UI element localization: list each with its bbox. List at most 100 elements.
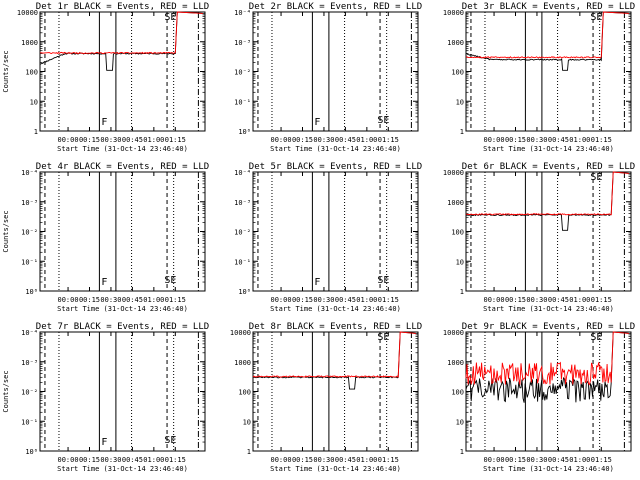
x-axis-label: Start Time (31-Oct-14 23:46:40) bbox=[57, 145, 188, 153]
x-tick-label: 00:00 bbox=[484, 136, 505, 144]
x-tick-label: 00:45 bbox=[548, 136, 569, 144]
y-tick-label: 1 bbox=[460, 448, 464, 456]
marker-label: F bbox=[314, 277, 320, 288]
x-tick-label: 01:15 bbox=[591, 136, 612, 144]
x-tick-label: 00:45 bbox=[335, 296, 356, 304]
marker-label: SE bbox=[164, 435, 176, 446]
y-tick-label: 10000 bbox=[443, 329, 464, 337]
x-axis-label: Start Time (31-Oct-14 23:46:40) bbox=[270, 145, 401, 153]
lld-series-line bbox=[465, 11, 630, 59]
panel-title: Det 4r BLACK = Events, RED = LLD bbox=[36, 162, 209, 172]
x-tick-label: 01:00 bbox=[569, 456, 590, 464]
y-tick-label: 100 bbox=[25, 69, 38, 77]
x-tick-label: 00:45 bbox=[122, 136, 143, 144]
marker-label: F bbox=[314, 117, 320, 128]
x-tick-label: 01:15 bbox=[591, 296, 612, 304]
x-tick-label: 01:00 bbox=[143, 456, 164, 464]
x-tick-label: 00:15 bbox=[292, 456, 313, 464]
x-tick-label: 00:30 bbox=[526, 136, 547, 144]
y-tick-label: 10⁻³ bbox=[234, 199, 251, 207]
y-tick-label: 10⁻⁴ bbox=[21, 329, 38, 337]
y-tick-label: 10⁰ bbox=[25, 288, 38, 296]
x-tick-label: 00:15 bbox=[79, 136, 100, 144]
y-tick-label: 10000 bbox=[230, 329, 251, 337]
x-tick-label: 00:45 bbox=[548, 296, 569, 304]
y-tick-label: 1000 bbox=[447, 199, 464, 207]
y-tick-label: 100 bbox=[238, 389, 251, 397]
x-tick-label: 00:30 bbox=[100, 296, 121, 304]
lld-series-line bbox=[465, 331, 630, 386]
lld-series-line bbox=[465, 171, 630, 216]
x-axis-label: Start Time (31-Oct-14 23:46:40) bbox=[270, 465, 401, 473]
y-tick-label: 10⁰ bbox=[25, 448, 38, 456]
panel-det-5: Det 5r BLACK = Events, RED = LLD 10⁰ 10⁻¹ 1… bbox=[234, 162, 422, 313]
y-tick-label: 1 bbox=[460, 128, 464, 136]
y-tick-label: 10 bbox=[243, 418, 251, 426]
y-tick-label: 1000 bbox=[447, 359, 464, 367]
y-tick-label: 10⁻³ bbox=[21, 359, 38, 367]
x-axis-label: Start Time (31-Oct-14 23:46:40) bbox=[57, 465, 188, 473]
panel-title: Det 6r BLACK = Events, RED = LLD bbox=[462, 162, 635, 172]
x-tick-label: 01:15 bbox=[378, 296, 399, 304]
y-tick-label: 1 bbox=[247, 448, 251, 456]
x-tick-label: 00:00 bbox=[58, 136, 79, 144]
x-tick-label: 01:15 bbox=[378, 136, 399, 144]
panel-det-6: Det 6r BLACK = Events, RED = LLD 1 10 100 10… bbox=[443, 162, 635, 313]
marker-label: F bbox=[101, 277, 107, 288]
y-tick-label: 10000 bbox=[17, 9, 38, 17]
x-tick-label: 00:30 bbox=[100, 136, 121, 144]
y-tick-label: 10 bbox=[456, 258, 464, 266]
y-tick-label: 10⁻⁴ bbox=[234, 9, 251, 17]
panel-title: Det 8r BLACK = Events, RED = LLD bbox=[249, 322, 422, 332]
x-tick-label: 00:00 bbox=[484, 296, 505, 304]
plot-frame bbox=[39, 171, 206, 292]
x-tick-label: 00:45 bbox=[335, 456, 356, 464]
marker-label: SE bbox=[377, 275, 389, 286]
x-tick-label: 01:00 bbox=[569, 296, 590, 304]
x-tick-label: 01:15 bbox=[591, 456, 612, 464]
x-tick-label: 00:00 bbox=[58, 456, 79, 464]
marker-label: SE bbox=[590, 12, 602, 23]
panel-det-9: Det 9r BLACK = Events, RED = LLD 1 10 100 10… bbox=[443, 322, 635, 473]
x-axis-label: Start Time (31-Oct-14 23:46:40) bbox=[483, 145, 614, 153]
panel-title: Det 2r BLACK = Events, RED = LLD bbox=[249, 2, 422, 12]
y-tick-label: 10⁻⁴ bbox=[21, 169, 38, 177]
x-tick-label: 01:00 bbox=[569, 136, 590, 144]
panel-det-4: Det 4r BLACK = Events, RED = LLD Counts/s… bbox=[2, 162, 209, 313]
x-axis-label: Start Time (31-Oct-14 23:46:40) bbox=[57, 305, 188, 313]
x-tick-label: 00:30 bbox=[313, 456, 334, 464]
y-tick-label: 10⁻² bbox=[21, 229, 38, 237]
x-tick-label: 01:00 bbox=[356, 136, 377, 144]
x-tick-label: 01:00 bbox=[356, 456, 377, 464]
y-tick-label: 10000 bbox=[443, 9, 464, 17]
x-tick-label: 00:45 bbox=[122, 296, 143, 304]
panel-title: Det 1r BLACK = Events, RED = LLD bbox=[36, 2, 209, 12]
x-tick-label: 01:00 bbox=[143, 136, 164, 144]
x-tick-label: 00:15 bbox=[505, 456, 526, 464]
plot-frame bbox=[252, 171, 419, 292]
x-tick-label: 00:00 bbox=[271, 456, 292, 464]
y-tick-label: 10⁻³ bbox=[234, 39, 251, 47]
y-tick-label: 1000 bbox=[447, 39, 464, 47]
x-tick-label: 00:00 bbox=[271, 296, 292, 304]
lld-series-line bbox=[39, 11, 204, 55]
events-series-line bbox=[465, 331, 630, 403]
x-tick-label: 00:30 bbox=[313, 136, 334, 144]
x-tick-label: 00:45 bbox=[548, 456, 569, 464]
x-axis-label: Start Time (31-Oct-14 23:46:40) bbox=[483, 305, 614, 313]
plot-frame bbox=[39, 331, 206, 452]
y-tick-label: 10⁻² bbox=[234, 69, 251, 77]
y-tick-label: 10⁻⁴ bbox=[234, 169, 251, 177]
panel-det-2: Det 2r BLACK = Events, RED = LLD 10⁰ 10⁻¹ 1… bbox=[234, 2, 422, 153]
x-tick-label: 00:30 bbox=[100, 456, 121, 464]
y-tick-label: 10 bbox=[456, 98, 464, 106]
x-tick-label: 00:00 bbox=[58, 296, 79, 304]
y-tick-label: 10⁻¹ bbox=[21, 258, 38, 266]
y-tick-label: 10⁰ bbox=[238, 128, 251, 136]
x-tick-label: 01:15 bbox=[378, 456, 399, 464]
y-tick-label: 10 bbox=[30, 98, 38, 106]
y-tick-label: 1000 bbox=[21, 39, 38, 47]
panel-det-3: Det 3r BLACK = Events, RED = LLD 1 10 100 10… bbox=[443, 2, 635, 153]
panel-title: Det 5r BLACK = Events, RED = LLD bbox=[249, 162, 422, 172]
y-tick-label: 10⁻¹ bbox=[234, 258, 251, 266]
